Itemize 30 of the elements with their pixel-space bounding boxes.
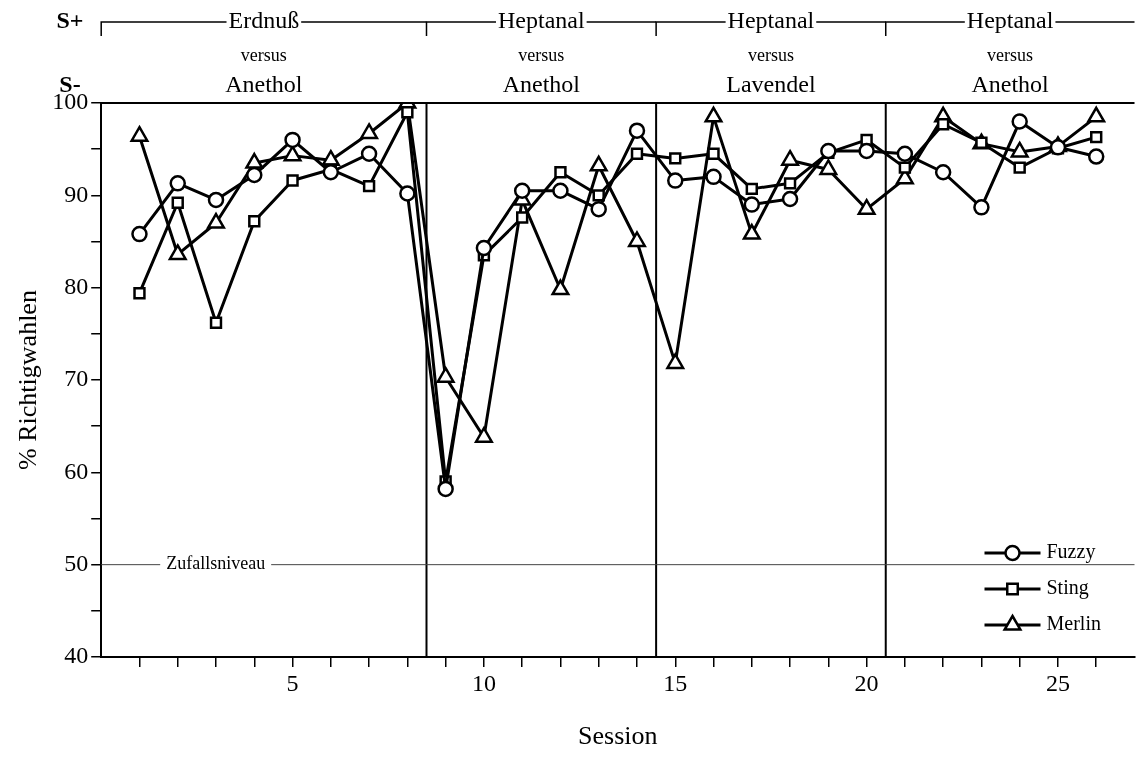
ref-line-label: Zufallsniveau [166, 553, 266, 574]
text: Anethol [502, 71, 581, 98]
text: Anethol [971, 71, 1050, 98]
x-tick-label: 15 [663, 669, 688, 696]
text: Heptanal [966, 7, 1054, 34]
text: Lavendel [726, 71, 816, 98]
y-tick-label: 80 [64, 272, 89, 299]
text: Heptanal [727, 7, 815, 34]
x-tick-label: 20 [854, 669, 879, 696]
y-tick-label: 40 [64, 642, 89, 669]
x-tick-label: 5 [286, 669, 299, 696]
legend-label: Fuzzy [1046, 540, 1096, 564]
x-tick-label: 10 [471, 669, 496, 696]
y-axis-title: % Richtigwahlen [13, 290, 43, 470]
text: versus [240, 44, 287, 65]
text: versus [747, 44, 794, 65]
y-tick-label: 60 [64, 457, 89, 484]
legend-label: Sting [1046, 576, 1089, 600]
legend-label: Merlin [1046, 612, 1101, 635]
y-tick-label: 90 [64, 180, 89, 207]
text: Heptanal [498, 7, 585, 34]
y-tick-label: 70 [64, 365, 89, 392]
text: Anethol [225, 71, 303, 98]
x-tick-label: 25 [1045, 669, 1070, 696]
text: versus [518, 44, 565, 65]
x-axis-title: Session [578, 721, 658, 751]
y-tick-label: 50 [64, 549, 89, 576]
text: S+ [56, 7, 84, 34]
text: versus [987, 44, 1034, 65]
text: Erdnuß [228, 7, 300, 34]
